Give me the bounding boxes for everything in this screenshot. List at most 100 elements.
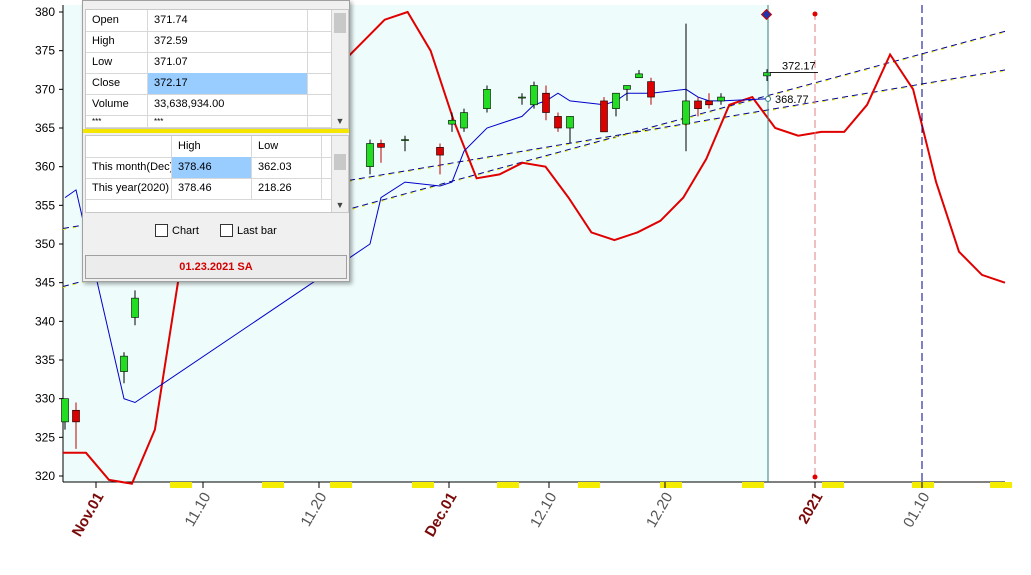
weekend-marker	[170, 482, 192, 488]
range-high-selected[interactable]: 378.46	[172, 157, 252, 178]
scroll-down-icon[interactable]: ▼	[335, 116, 345, 126]
candle-body	[647, 81, 655, 98]
range-header-blank	[86, 136, 172, 157]
candle-body	[518, 96, 526, 99]
weekend-marker	[990, 482, 1012, 488]
candle-body	[61, 398, 69, 423]
candle	[612, 92, 620, 117]
ohlc-row-volume: Volume 33,638,934.00	[86, 94, 332, 116]
candle-body	[705, 100, 713, 106]
info-panel[interactable]: Open 371.74 High 372.59 Low 371.07 Close…	[82, 0, 350, 282]
candle-body	[694, 100, 702, 109]
candle-body	[401, 139, 409, 141]
y-tick-label: 330	[35, 392, 55, 406]
checkbox-icon[interactable]	[155, 224, 168, 237]
x-tick-label: Nov.01	[69, 490, 108, 540]
ma-end-marker	[765, 95, 771, 102]
row-value: 371.74	[148, 10, 308, 31]
ohlc-row-low: Low 371.07	[86, 52, 332, 74]
y-tick-label: 355	[35, 198, 55, 212]
candle	[401, 135, 409, 152]
range-grid: High Low This month(Dec) 378.46 362.03 T…	[85, 135, 349, 213]
candle	[120, 352, 128, 384]
x-tick-label: 11.20	[298, 490, 331, 530]
x-tick-label: 11.10	[182, 490, 215, 530]
candle-body	[623, 85, 631, 90]
candle-body	[460, 112, 468, 129]
candle	[600, 97, 608, 133]
candle-body	[530, 85, 538, 106]
candle-body	[483, 89, 491, 109]
x-tick-label: 01.10	[900, 490, 933, 531]
candle	[460, 108, 468, 132]
row-label: Volume	[86, 94, 148, 115]
marker-dot	[812, 474, 818, 480]
ohlc-scrollbar[interactable]: ▼	[331, 10, 348, 128]
candle	[72, 402, 80, 449]
candle-body	[600, 100, 608, 133]
candle	[763, 69, 771, 82]
checkbox-icon[interactable]	[220, 224, 233, 237]
ma-polyline	[64, 88, 768, 404]
weekend-marker	[822, 482, 844, 488]
y-tick-label: 320	[35, 469, 55, 483]
x-tick-label: 12.20	[643, 490, 676, 531]
candlesticks[interactable]	[61, 23, 771, 449]
candle	[542, 85, 550, 121]
candle	[518, 93, 526, 105]
y-tick-label: 350	[35, 237, 55, 251]
x-tick-label: Dec.01	[422, 490, 461, 540]
x-axis: Nov.01 11.10 11.20 Dec.01 12.10 12.20 2021 01.1…	[63, 481, 1012, 540]
candle-body	[120, 355, 128, 372]
last-close-label: 372.17	[782, 61, 816, 73]
y-axis: 380 375 370 365 360 355 350 345 340 335 330 325 320	[35, 5, 64, 483]
row-label: High	[86, 31, 148, 52]
ohlc-grid: Open 371.74 High 372.59 Low 371.07 Close…	[85, 9, 349, 129]
range-row-year: This year(2020) 378.46 218.26	[86, 178, 332, 200]
range-row-month: This month(Dec) 378.46 362.03	[86, 157, 332, 179]
candle-body	[366, 143, 374, 167]
weekend-marker	[497, 482, 519, 488]
candle	[483, 85, 491, 113]
range-header-high: High	[172, 136, 252, 157]
weekend-marker	[262, 482, 284, 488]
candle	[717, 93, 725, 105]
row-value: 371.07	[148, 52, 308, 73]
moving-average-line	[64, 88, 768, 404]
scroll-thumb[interactable]	[334, 13, 346, 33]
candle-body	[448, 119, 456, 125]
candle	[566, 116, 574, 144]
checkbox-label: Chart	[172, 224, 199, 237]
range-header-low: Low	[252, 136, 322, 157]
y-tick-label: 360	[35, 160, 55, 174]
marker-dot	[812, 11, 818, 17]
checkbox-label: Last bar	[237, 224, 277, 237]
candle	[647, 77, 655, 105]
candle	[705, 93, 713, 109]
ohlc-row-close[interactable]: Close 372.17	[86, 73, 332, 95]
range-high: 378.46	[172, 178, 252, 199]
range-scrollbar[interactable]: ▼	[331, 136, 348, 212]
chart-checkbox[interactable]: Chart	[155, 224, 199, 237]
range-label: This year(2020)	[86, 178, 172, 199]
y-tick-label: 335	[35, 353, 55, 367]
candle	[436, 143, 444, 175]
candle	[623, 85, 631, 101]
weekend-marker	[330, 482, 352, 488]
candle	[635, 70, 643, 79]
y-tick-label: 325	[35, 430, 55, 444]
range-low: 362.03	[252, 157, 322, 178]
scroll-down-icon[interactable]: ▼	[335, 200, 345, 210]
last-ma-label: 368.77	[775, 94, 809, 106]
candle-body	[72, 409, 80, 423]
panel-splitter[interactable]	[83, 129, 349, 133]
candle-body	[542, 92, 550, 113]
row-label: Low	[86, 52, 148, 73]
row-value-selected[interactable]: 372.17	[148, 73, 308, 94]
scroll-thumb[interactable]	[334, 154, 346, 170]
candle	[366, 139, 374, 175]
ohlc-row-high: High 372.59	[86, 31, 332, 53]
x-tick-label: 2021	[795, 490, 826, 527]
last-bar-checkbox[interactable]: Last bar	[220, 224, 277, 237]
chart-markers: 372.17 368.77	[760, 5, 923, 482]
